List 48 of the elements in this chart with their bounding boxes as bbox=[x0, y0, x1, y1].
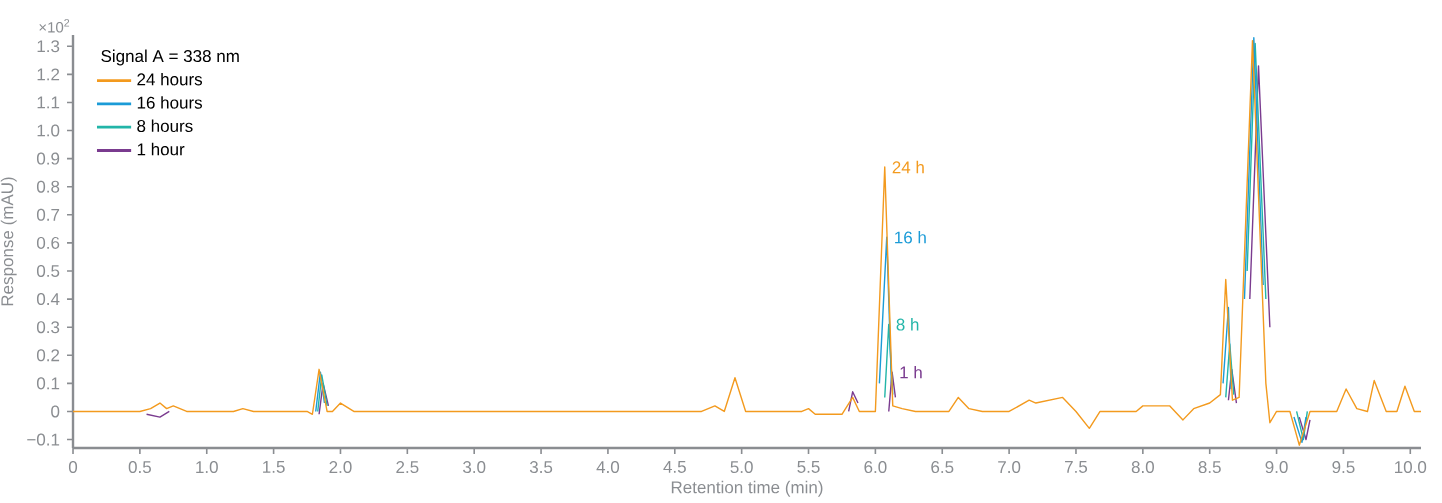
y-tick-label: 0.5 bbox=[36, 264, 60, 277]
x-tick-label: 7.0 bbox=[998, 461, 1021, 474]
x-tick-label: 3.0 bbox=[463, 461, 486, 474]
y-tick-label: 0.6 bbox=[36, 236, 60, 249]
x-tick-label: 8.0 bbox=[1131, 461, 1154, 474]
x-tick-label: 0 bbox=[68, 461, 78, 474]
legend-title: Signal A = 338 nm bbox=[101, 49, 239, 66]
x-tick-label: 3.5 bbox=[529, 461, 553, 474]
y-tick-label: 1.0 bbox=[37, 124, 60, 137]
y-axis-title: Response (mAU) bbox=[0, 177, 17, 306]
x-tick-label: 4.5 bbox=[663, 461, 686, 473]
x-tick-label: 0.5 bbox=[128, 461, 151, 474]
x-tick-label: 10.0 bbox=[1395, 461, 1427, 474]
y-tick-label: 1.2 bbox=[37, 68, 60, 81]
x-tick-label: 2.5 bbox=[396, 461, 419, 474]
x-axis-title: Retention time (min) bbox=[671, 480, 823, 497]
annotation: 8 h bbox=[896, 318, 919, 331]
x-tick-label: 7.5 bbox=[1065, 461, 1088, 473]
legend-label: 24 hours bbox=[137, 72, 203, 86]
y-tick-label: 1.1 bbox=[37, 96, 60, 109]
x-tick-label: 9.0 bbox=[1265, 461, 1288, 474]
y-tick-label: 1.3 bbox=[37, 40, 60, 53]
legend-label: 1 hour bbox=[137, 142, 185, 156]
y-tick-label: 0.9 bbox=[36, 152, 60, 165]
x-tick-label: 9.5 bbox=[1332, 461, 1355, 474]
legend-label: 16 hours bbox=[137, 96, 203, 109]
y-tick-label: −0.1 bbox=[27, 433, 60, 446]
legend-label: 8 hours bbox=[137, 119, 193, 133]
x-tick-label: 1.0 bbox=[196, 461, 218, 474]
y-tick-label: 0.4 bbox=[36, 293, 60, 306]
y-tick-label: 0.3 bbox=[36, 321, 60, 334]
y-tick-label: 0.8 bbox=[36, 180, 60, 193]
y-tick-label: 0.7 bbox=[36, 208, 60, 221]
y-tick-label: 0.2 bbox=[36, 349, 60, 362]
x-tick-label: 6.0 bbox=[864, 461, 887, 474]
x-tick-label: 6.5 bbox=[931, 461, 954, 474]
x-tick-label: 8.5 bbox=[1198, 461, 1221, 474]
annotation: 16 h bbox=[895, 231, 926, 244]
x-tick-label: 1.5 bbox=[263, 461, 285, 473]
annotation: 1 h bbox=[900, 365, 922, 379]
x-tick-label: 4.0 bbox=[596, 461, 620, 474]
y-tick-label: 0 bbox=[51, 405, 60, 418]
x-tick-label: 2.0 bbox=[329, 461, 352, 474]
annotation: 24 h bbox=[892, 160, 924, 174]
y-tick-label: 0.1 bbox=[36, 377, 60, 390]
x-tick-label: 5.0 bbox=[730, 461, 753, 474]
text: ×10$^{2}$ bbox=[39, 19, 70, 33]
x-tick-label: 5.5 bbox=[797, 461, 820, 473]
